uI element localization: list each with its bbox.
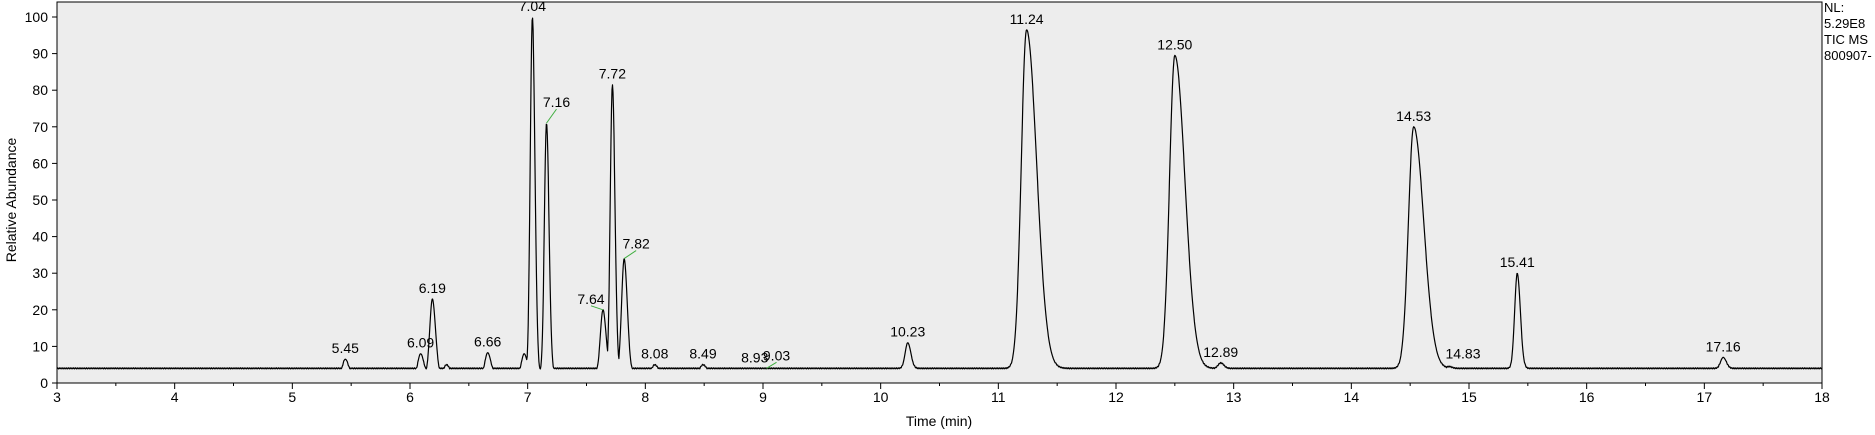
y-tick-label: 80 <box>32 82 48 98</box>
x-tick-label: 15 <box>1461 389 1477 405</box>
y-tick-label: 90 <box>32 46 48 62</box>
y-tick-label: 50 <box>32 192 48 208</box>
x-tick-label: 7 <box>524 389 532 405</box>
x-tick-label: 5 <box>288 389 296 405</box>
peak-label-7-72: 7.72 <box>599 66 626 82</box>
peak-label-7-64: 7.64 <box>577 291 604 307</box>
y-tick-label: 40 <box>32 229 48 245</box>
x-tick-label: 6 <box>406 389 414 405</box>
peak-label-17-16: 17.16 <box>1706 338 1741 354</box>
peak-label-6-19: 6.19 <box>419 280 446 296</box>
y-tick-label: 30 <box>32 265 48 281</box>
peak-label-10-23: 10.23 <box>890 324 925 340</box>
tic-trace-line <box>56 17 1823 370</box>
peak-leader <box>546 108 557 124</box>
peak-leader <box>623 250 637 259</box>
peak-label-6-66: 6.66 <box>474 334 501 350</box>
y-tick-label: 0 <box>40 375 48 391</box>
x-axis-label: Time (min) <box>906 413 972 429</box>
x-tick-label: 9 <box>759 389 767 405</box>
x-tick-label: 17 <box>1697 389 1713 405</box>
peak-label-6-09: 6.09 <box>407 335 434 351</box>
peak-labels: 5.45 6.09 6.19 6.66 7.04 7.16 7.64 7.72 7.82 8.08… <box>332 0 1741 365</box>
x-tick-label: 13 <box>1226 389 1242 405</box>
peak-label-14-83: 14.83 <box>1445 346 1480 362</box>
x-tick-label: 8 <box>641 389 649 405</box>
x-tick-label: 11 <box>991 389 1006 405</box>
nl-label: NL: <box>1824 0 1845 15</box>
peak-label-11-24: 11.24 <box>1010 11 1044 27</box>
peak-label-9-03: 9.03 <box>763 347 790 363</box>
peak-label-8-49: 8.49 <box>689 346 716 362</box>
annotation-leaders <box>546 108 777 369</box>
peak-label-12-50: 12.50 <box>1157 36 1192 52</box>
y-tick-label: 60 <box>32 155 48 171</box>
x-tick-label: 14 <box>1344 389 1360 405</box>
peak-label-7-04: 7.04 <box>519 0 546 14</box>
y-tick-label: 10 <box>32 338 48 354</box>
peak-label-8-93: 8.93 <box>741 349 768 365</box>
peak-label-8-08: 8.08 <box>641 346 668 362</box>
y-tick-label: 20 <box>32 302 48 318</box>
x-tick-label: 4 <box>171 389 179 405</box>
peak-label-7-82: 7.82 <box>623 236 650 252</box>
plot-area <box>56 1 1823 384</box>
peak-label-12-89: 12.89 <box>1203 344 1238 360</box>
trace-type: TIC MS <box>1824 32 1869 47</box>
file-name: 800907- <box>1824 48 1872 63</box>
peak-leader <box>766 361 777 369</box>
peak-label-7-16: 7.16 <box>543 94 570 110</box>
axis-ticks <box>52 16 1823 389</box>
x-tick-label: 12 <box>1108 389 1124 405</box>
tick-labels: 3 4 5 6 7 8 9 10 11 12 13 14 15 16 17 18 0 10 20 30 40 50 60 70… <box>25 9 1830 405</box>
y-tick-label: 100 <box>25 9 49 25</box>
x-tick-label: 10 <box>873 389 889 405</box>
x-tick-label: 3 <box>53 389 61 405</box>
x-tick-label: 16 <box>1579 389 1595 405</box>
info-panel: NL: 5.29E8 TIC MS 800907- <box>1824 0 1872 64</box>
peak-leader <box>590 305 604 311</box>
x-tick-label: 18 <box>1814 389 1830 405</box>
peak-label-15-41: 15.41 <box>1500 254 1535 270</box>
peak-label-14-53: 14.53 <box>1396 108 1431 124</box>
y-axis-label: Relative Abundance <box>3 138 19 263</box>
nl-value: 5.29E8 <box>1824 16 1866 31</box>
peak-label-5-45: 5.45 <box>332 340 359 356</box>
y-tick-label: 70 <box>32 119 48 135</box>
